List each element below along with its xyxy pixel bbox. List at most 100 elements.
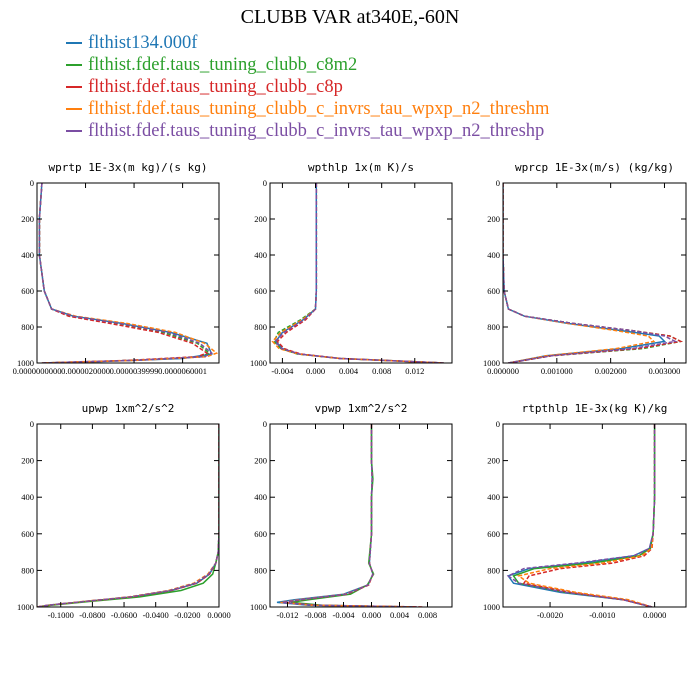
x-tick-label: 0.004 [339, 366, 359, 376]
legend-line-swatch [66, 86, 82, 88]
y-tick-label: 200 [254, 456, 267, 466]
y-tick-label: 400 [21, 492, 34, 502]
series-line [280, 424, 414, 607]
y-tick-label: 200 [21, 214, 34, 224]
series-line [283, 424, 425, 607]
y-tick-label: 1000 [250, 358, 267, 368]
y-tick-label: 800 [487, 565, 500, 575]
series-line [503, 183, 667, 363]
chart-panel: wpthlp 1x(m K)/s 0 200 400 600 800 1000 -0.004 0… [250, 161, 453, 376]
series-line [290, 424, 414, 607]
x-tick-label: 0.0000 [643, 610, 666, 620]
y-tick-label: 0 [496, 419, 500, 429]
x-tick-label: -0.004 [271, 366, 294, 376]
series-line [273, 183, 444, 363]
plot-frame [36, 182, 220, 364]
y-tick-label: 0 [496, 178, 500, 188]
y-tick-label: 800 [254, 322, 267, 332]
y-tick-label: 1000 [250, 602, 267, 612]
legend-label: flthist.fdef.taus_tuning_clubb_c_invrs_t… [88, 98, 550, 119]
y-tick-label: 200 [487, 456, 500, 466]
legend-line-swatch [66, 130, 82, 132]
panel-title: wpthlp 1x(m K)/s [308, 161, 414, 174]
series-line [37, 424, 219, 607]
legend-item: flthist134.000f [66, 32, 549, 54]
x-tick-label: -0.0200 [174, 610, 200, 620]
legend: flthist134.000f flthist.fdef.taus_tuning… [66, 32, 549, 142]
y-tick-label: 200 [487, 214, 500, 224]
x-tick-label: -0.0020 [537, 610, 563, 620]
y-tick-label: 400 [21, 250, 34, 260]
y-tick-label: 600 [21, 286, 34, 296]
legend-label: flthist.fdef.taus_tuning_clubb_c8p [88, 76, 343, 97]
series-line [522, 424, 656, 607]
x-tick-label: -0.0010 [589, 610, 615, 620]
legend-line-swatch [66, 64, 82, 66]
y-tick-label: 600 [487, 286, 500, 296]
plot-frame [502, 423, 687, 608]
x-tick-label: 0.012 [405, 366, 424, 376]
legend-label: flthist.fdef.taus_tuning_clubb_c8m2 [88, 54, 358, 75]
series-line [506, 424, 656, 607]
plot-frame [502, 182, 687, 364]
series-line [271, 183, 444, 363]
x-tick-label: -0.0400 [143, 610, 169, 620]
series-line [37, 424, 219, 607]
x-tick-label: 0.004 [390, 610, 410, 620]
series-line [276, 424, 414, 607]
panel-title: rtpthlp 1E-3x(kg K)/kg [522, 402, 668, 415]
y-tick-label: 400 [487, 492, 500, 502]
series-line [503, 183, 656, 363]
series-line [281, 424, 418, 607]
series-line [516, 424, 656, 607]
y-tick-label: 0 [30, 419, 34, 429]
legend-label: flthist134.000f [88, 32, 198, 53]
plot-frame [269, 182, 453, 364]
x-tick-label: 0.0000 [207, 610, 230, 620]
y-tick-label: 1000 [483, 358, 500, 368]
y-tick-label: 800 [254, 565, 267, 575]
chart-panel: rtpthlp 1E-3x(kg K)/kg 0 200 400 600 800 1000 -… [483, 402, 687, 620]
x-tick-label: -0.012 [277, 610, 299, 620]
x-tick-label: -0.1000 [48, 610, 74, 620]
y-tick-label: 200 [254, 214, 267, 224]
panel-title: vpwp 1xm^2/s^2 [315, 402, 408, 415]
x-tick-label: -0.0800 [79, 610, 105, 620]
x-tick-label: -0.008 [305, 610, 327, 620]
x-tick-label: 0.000 [362, 610, 381, 620]
legend-item: flthist.fdef.taus_tuning_clubb_c_invrs_t… [66, 98, 549, 120]
x-tick-label: 0.001000 [541, 366, 573, 376]
legend-item: flthist.fdef.taus_tuning_clubb_c8p [66, 76, 549, 98]
y-tick-label: 600 [254, 286, 267, 296]
x-tick-label: 0.0000020000 [61, 366, 110, 376]
legend-item: flthist.fdef.taus_tuning_clubb_c_invrs_t… [66, 120, 549, 142]
panel-title: upwp 1xm^2/s^2 [82, 402, 175, 415]
y-tick-label: 400 [487, 250, 500, 260]
chart-panel: wprtp 1E-3x(m kg)/(s kg) 0 200 400 600 800 100… [13, 161, 220, 376]
chart-panel: wprcp 1E-3x(m/s) (kg/kg) 0 200 400 600 800 100… [483, 161, 687, 376]
x-tick-label: 0.008 [418, 610, 437, 620]
y-tick-label: 400 [254, 492, 267, 502]
y-tick-label: 600 [254, 529, 267, 539]
legend-line-swatch [66, 42, 82, 44]
y-tick-label: 1000 [17, 358, 34, 368]
y-tick-label: 1000 [17, 602, 34, 612]
figure-title: CLUBB VAR at340E,-60N [240, 6, 460, 28]
series-line [37, 424, 219, 607]
legend-label: flthist.fdef.taus_tuning_clubb_c_invrs_t… [88, 120, 545, 141]
chart-panel: upwp 1xm^2/s^2 0 200 400 600 800 1000 -0.1000 -0… [17, 402, 231, 620]
x-tick-label: 0.003000 [649, 366, 681, 376]
series-line [503, 183, 678, 363]
y-tick-label: 600 [21, 529, 34, 539]
y-tick-label: 400 [254, 250, 267, 260]
series-line [507, 424, 656, 607]
series-line [37, 424, 219, 607]
y-tick-label: 200 [21, 456, 34, 466]
x-tick-label: 0.000 [306, 366, 325, 376]
legend-item: flthist.fdef.taus_tuning_clubb_c8m2 [66, 54, 549, 76]
legend-line-swatch [66, 108, 82, 110]
y-tick-label: 800 [21, 565, 34, 575]
plot-frame [269, 423, 453, 608]
x-tick-label: -0.004 [333, 610, 356, 620]
panel-title: wprtp 1E-3x(m kg)/(s kg) [49, 161, 208, 174]
